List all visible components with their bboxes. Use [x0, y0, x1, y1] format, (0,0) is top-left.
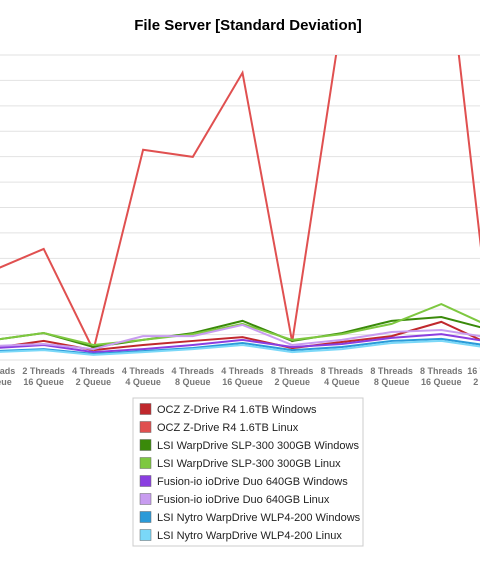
legend-swatch [139, 511, 152, 523]
x-tick-label: 8 Queue [175, 377, 211, 387]
legend-swatch [139, 421, 152, 433]
series-line [0, 323, 480, 351]
series-line [0, 339, 480, 356]
legend-label: LSI Nytro WarpDrive WLP4-200 Linux [157, 530, 342, 542]
x-tick-label: 4 Queue [125, 377, 161, 387]
legend-swatch [139, 493, 152, 505]
x-tick-label: 8 Threads [370, 366, 413, 376]
legend-box [132, 397, 364, 547]
x-tick-label: 8 Threads [321, 366, 364, 376]
series-line [0, 337, 480, 355]
x-tick-label: 8 Queue [374, 377, 410, 387]
x-tick-label: 4 Threads [221, 366, 264, 376]
legend-label: OCZ Z-Drive R4 1.6TB Windows [157, 404, 317, 416]
series-line [0, 55, 480, 353]
x-tick-label: 4 Threads [122, 366, 165, 376]
chart-title: File Server [Standard Deviation] [134, 17, 362, 34]
legend-label: LSI Nytro WarpDrive WLP4-200 Windows [157, 512, 361, 524]
x-tick-label: 4 Threads [172, 366, 215, 376]
x-tick-label: 2 Threads [0, 366, 15, 376]
x-tick-label: 2 Threads [22, 366, 65, 376]
series-line [0, 316, 480, 349]
x-tick-label: 16 Queue [222, 377, 263, 387]
legend-swatch [139, 439, 152, 451]
x-tick-label: 2 Queue [76, 377, 112, 387]
x-tick-label: 2 Queue [473, 377, 480, 387]
legend-swatch [139, 529, 152, 541]
legend-label: OCZ Z-Drive R4 1.6TB Linux [157, 422, 299, 434]
legend-swatch [139, 457, 152, 469]
x-tick-label: 16 Queue [23, 377, 64, 387]
legend-label: Fusion-io ioDrive Duo 640GB Windows [157, 476, 348, 488]
x-tick-label: 4 Threads [72, 366, 115, 376]
legend-label: LSI WarpDrive SLP-300 300GB Linux [157, 458, 341, 470]
legend-label: Fusion-io ioDrive Duo 640GB Linux [157, 494, 330, 506]
legend-swatch [139, 403, 152, 415]
x-tick-label: 8 Threads [420, 366, 463, 376]
legend-swatch [139, 475, 152, 487]
x-tick-label: 16 Queue [421, 377, 462, 387]
x-tick-label: 8 Threads [271, 366, 314, 376]
x-tick-label: 8 Queue [0, 377, 12, 387]
x-tick-label: 4 Queue [324, 377, 360, 387]
series-line [0, 333, 480, 354]
x-tick-label: 16 Threads [467, 366, 480, 376]
x-tick-label: 2 Queue [274, 377, 310, 387]
legend-label: LSI WarpDrive SLP-300 300GB Windows [157, 440, 359, 452]
